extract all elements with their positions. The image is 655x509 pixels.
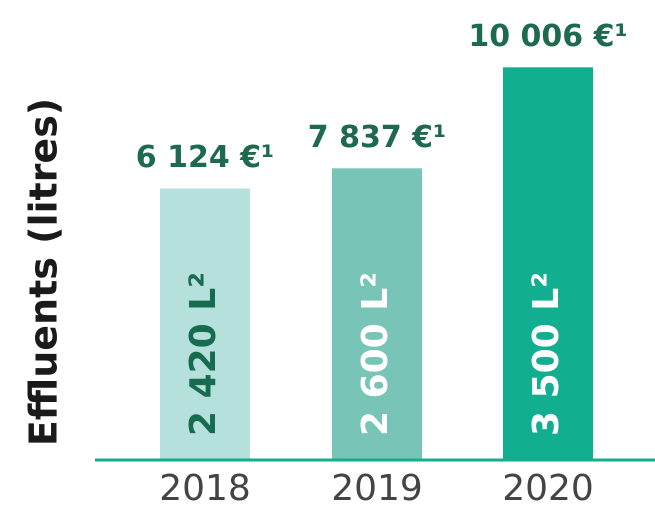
value-label: 3 500 L²	[526, 272, 567, 436]
bar	[160, 188, 250, 461]
cost-label: 10 006 €¹	[468, 19, 627, 54]
value-label: 2 600 L²	[355, 272, 396, 436]
bar	[503, 67, 593, 460]
cost-label: 6 124 €¹	[136, 140, 274, 175]
x-tick-label: 2018	[159, 468, 251, 509]
value-label: 2 420 L²	[183, 272, 224, 436]
x-tick-label: 2020	[502, 468, 594, 509]
cost-label: 7 837 €¹	[308, 120, 446, 155]
x-tick-label: 2019	[331, 468, 423, 509]
bar	[332, 168, 422, 461]
y-axis-label: Effluents (litres)	[22, 98, 66, 446]
